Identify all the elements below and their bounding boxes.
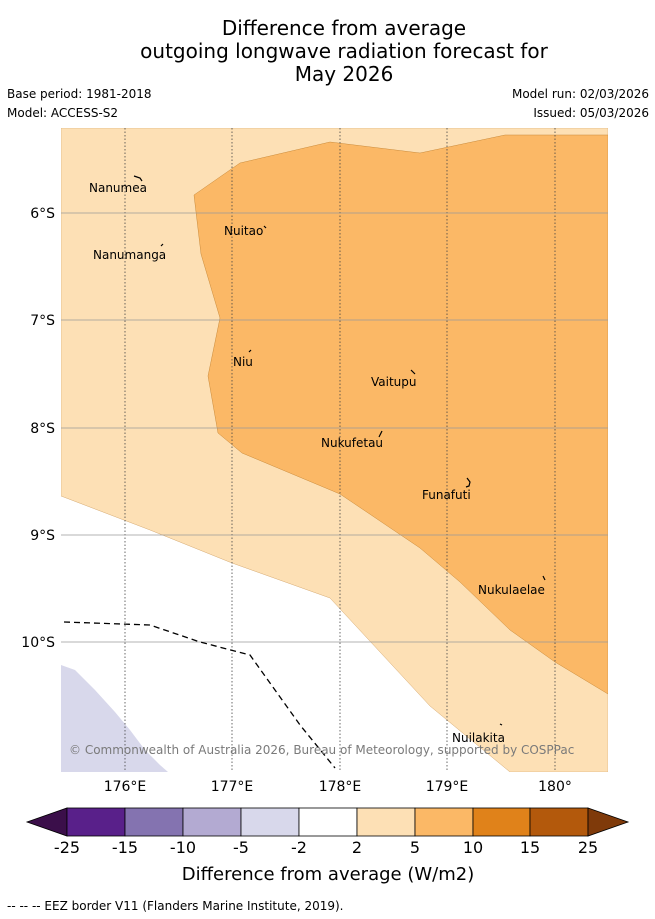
island-label-nanumanga: Nanumanga <box>93 248 166 262</box>
cb-tick-9: 25 <box>578 838 598 857</box>
island-vaitupu-mark <box>410 369 416 375</box>
island-nanumea-mark <box>133 175 143 182</box>
colorbar-bin-6 <box>356 807 416 837</box>
colorbar-bin-7 <box>414 807 474 837</box>
cb-tick-2: -10 <box>170 838 196 857</box>
island-label-nanumea: Nanumea <box>89 181 147 195</box>
title-line-1: Difference from average <box>221 16 467 40</box>
colorbar-bin-4 <box>240 807 300 837</box>
lat-tick-7s: 7°S <box>30 313 55 329</box>
cb-tick-1: -15 <box>112 838 138 857</box>
lon-tick-177e: 177°E <box>211 779 254 795</box>
lat-tick-8s: 8°S <box>30 421 55 437</box>
colorbar-bin-5 <box>298 807 358 837</box>
island-label-niu: Niu <box>233 355 253 369</box>
island-label-nukufetau: Nukufetau <box>321 436 383 450</box>
island-nukufetau-mark <box>378 430 383 438</box>
latitude-gridlines <box>61 212 608 643</box>
copyright-notice: © Commonwealth of Australia 2026, Bureau… <box>69 743 574 757</box>
anomaly-region-5-to-10 <box>193 134 608 695</box>
cb-tick-5: 2 <box>352 838 362 857</box>
lat-tick-9s: 9°S <box>30 528 55 544</box>
colorbar <box>25 807 630 837</box>
cb-tick-0: -25 <box>54 838 80 857</box>
colorbar-tick-labels: -25 -15 -10 -5 -2 2 5 10 15 25 <box>54 838 598 857</box>
island-labels: Nanumea Nuitao Nanumanga Niu Vaitupu Nuk… <box>89 181 545 745</box>
colorbar-bin-2 <box>124 807 184 837</box>
cb-tick-7: 10 <box>463 838 483 857</box>
longitude-tick-labels: 176°E 177°E 178°E 179°E 180° <box>104 779 572 795</box>
island-niu-mark <box>248 349 252 353</box>
cb-tick-8: 15 <box>520 838 540 857</box>
cb-tick-3: -5 <box>233 838 249 857</box>
lon-tick-179e: 179°E <box>426 779 469 795</box>
cb-tick-4: -2 <box>291 838 307 857</box>
model-name: Model: ACCESS-S2 <box>7 106 119 120</box>
island-marks <box>133 175 546 726</box>
colorbar-title: Difference from average (W/m2) <box>182 864 474 885</box>
latitude-tick-labels: 6°S 7°S 8°S 9°S 10°S <box>21 206 55 651</box>
base-period: Base period: 1981-2018 <box>7 87 152 101</box>
island-label-funafuti: Funafuti <box>422 488 471 502</box>
island-label-nukulaelae: Nukulaelae <box>478 583 545 597</box>
map-title: Difference from average outgoing longwav… <box>0 17 655 86</box>
island-funafuti-mark <box>465 477 471 488</box>
model-run: Model run: 02/03/2026 <box>511 87 649 101</box>
land-mask <box>61 665 168 772</box>
island-nuitao-mark <box>263 225 267 229</box>
colorbar-extend-high <box>587 807 630 837</box>
cb-tick-6: 5 <box>410 838 420 857</box>
eez-legend-note: -- -- -- EEZ border V11 (Flanders Marine… <box>7 899 344 913</box>
title-line-3: May 2026 <box>294 62 394 86</box>
island-label-nuilakita: Nuilakita <box>452 731 505 745</box>
island-label-vaitupu: Vaitupu <box>371 375 417 389</box>
lat-tick-6s: 6°S <box>30 206 55 222</box>
colorbar-bin-3 <box>182 807 242 837</box>
eez-border <box>63 621 336 769</box>
longitude-gridlines <box>124 128 556 772</box>
map-plot-area <box>61 128 608 772</box>
lat-tick-10s: 10°S <box>21 635 55 651</box>
island-nanumanga-mark <box>160 243 164 247</box>
issued-date: Issued: 05/03/2026 <box>533 106 649 120</box>
title-line-2: outgoing longwave radiation forecast for <box>140 39 548 63</box>
island-nukulaelae-mark <box>542 575 546 581</box>
lon-tick-176e: 176°E <box>104 779 147 795</box>
colorbar-extend-low <box>25 807 68 837</box>
lon-tick-178e: 178°E <box>319 779 362 795</box>
island-label-nuitao: Nuitao <box>224 224 263 238</box>
colorbar-bin-9 <box>529 807 589 837</box>
colorbar-bin-1 <box>66 807 126 837</box>
lon-tick-180: 180° <box>538 779 572 795</box>
colorbar-bin-8 <box>472 807 531 837</box>
island-nuilakita-mark <box>499 723 503 726</box>
